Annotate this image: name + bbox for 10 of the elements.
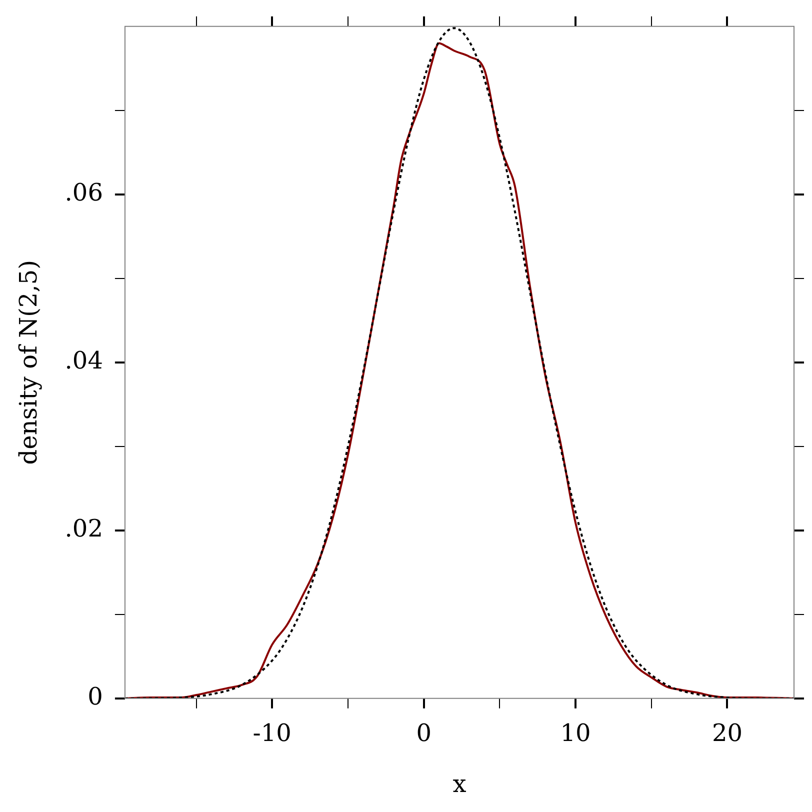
y-tick-label: .06 <box>64 178 103 207</box>
y-axis-title: density of N(2,5) <box>14 260 43 465</box>
y-tick-label: 0 <box>88 682 103 711</box>
x-axis-title: x <box>452 770 467 798</box>
x-tick-label: 20 <box>712 719 743 748</box>
y-tick-label: .02 <box>64 514 103 543</box>
x-tick-label: 10 <box>560 719 591 748</box>
x-tick-label: 0 <box>416 719 432 748</box>
x-tick-label: -10 <box>252 719 292 748</box>
y-tick-label: .04 <box>64 346 103 375</box>
